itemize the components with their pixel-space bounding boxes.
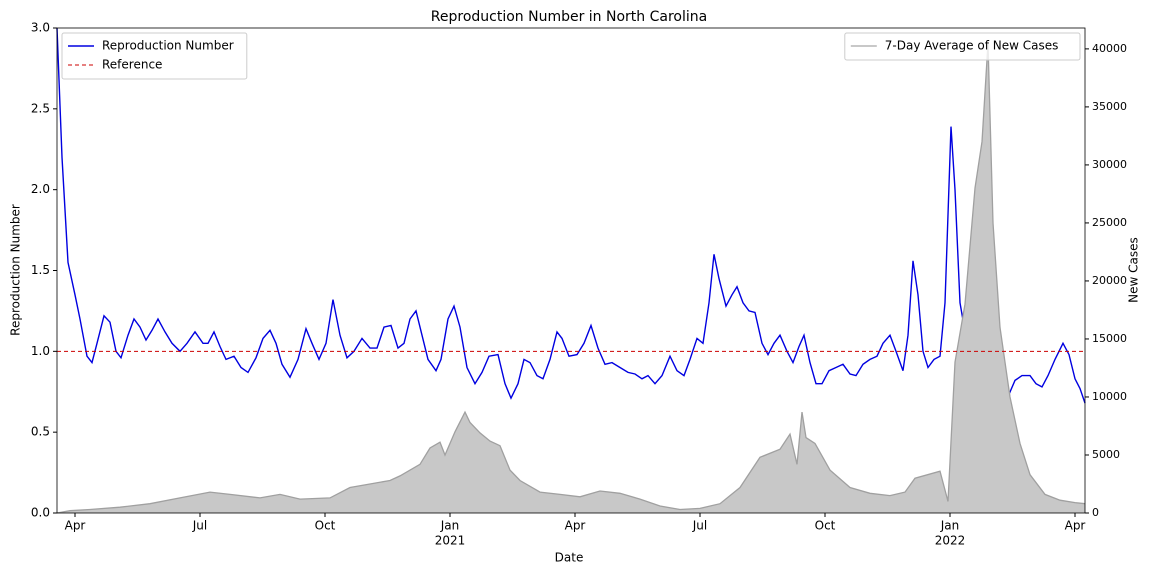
area-edge <box>56 43 1086 514</box>
y2-tick-label: 10000 <box>1092 390 1127 403</box>
x-year-label: 2022 <box>935 534 966 548</box>
legend-label: 7-Day Average of New Cases <box>885 39 1059 53</box>
x-axis-label: Date <box>555 551 584 565</box>
y2-tick-label: 40000 <box>1092 42 1127 55</box>
legend: Reproduction Number Reference <box>61 32 248 80</box>
x-tick-label: Oct <box>815 519 836 533</box>
x-tick-label: Apr <box>65 519 86 533</box>
x-tick-label: Jan <box>940 519 960 533</box>
x-tick-label: Jul <box>692 519 707 533</box>
legend-box <box>844 32 1081 61</box>
y-tick-label: 0.0 <box>31 506 50 520</box>
x-tick-label: Apr <box>1065 519 1086 533</box>
x-tick-label: Jan <box>440 519 460 533</box>
x-tick-label: Jul <box>192 519 207 533</box>
y-tick-label: 3.0 <box>31 21 50 35</box>
y2-axis-label: New Cases <box>1127 237 1141 303</box>
y2-tick-label: 30000 <box>1092 158 1127 171</box>
area <box>57 43 1085 513</box>
y-tick-label: 1.5 <box>31 263 50 277</box>
y2-tick-label: 20000 <box>1092 274 1127 287</box>
x-tick-label: Oct <box>315 519 336 533</box>
y2-tick-label: 35000 <box>1092 100 1127 113</box>
chart-title: Reproduction Number in North Carolina <box>431 9 707 25</box>
y2-tick-label: 15000 <box>1092 332 1127 345</box>
y-tick-label: 2.5 <box>31 101 50 115</box>
y2-tick-label: 5000 <box>1092 448 1120 461</box>
y-tick-label: 0.5 <box>31 425 50 439</box>
y-tick-label: 2.0 <box>31 182 50 196</box>
plot-frame <box>56 27 1086 514</box>
line <box>56 27 1086 421</box>
legend-label: Reference <box>102 58 162 72</box>
y-tick-label: 1.0 <box>31 344 50 358</box>
plot-area <box>56 27 1086 514</box>
legend: 7-Day Average of New Cases <box>844 32 1081 61</box>
x-tick-label: Apr <box>565 519 586 533</box>
x-year-label: 2021 <box>435 534 466 548</box>
y-axis-label: Reproduction Number <box>9 204 23 336</box>
legend-box <box>61 32 248 80</box>
y2-tick-label: 0 <box>1092 506 1099 519</box>
y2-tick-label: 25000 <box>1092 216 1127 229</box>
legend-label: Reproduction Number <box>102 39 234 53</box>
